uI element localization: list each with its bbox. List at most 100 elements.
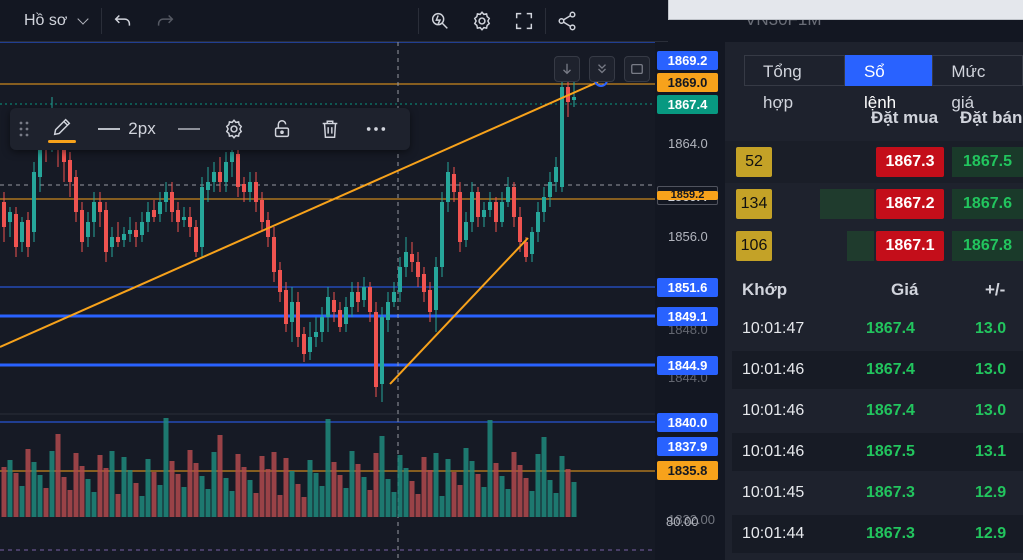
candle-body xyxy=(434,267,438,310)
delete-button[interactable] xyxy=(306,108,354,150)
candle-body xyxy=(506,187,510,202)
volume-bar xyxy=(457,485,463,517)
trade-time: 10:01:44 xyxy=(742,525,805,542)
grip-icon xyxy=(19,121,29,137)
volume-bar xyxy=(517,465,523,517)
redo-button[interactable] xyxy=(144,0,186,42)
volume-bar xyxy=(7,460,13,517)
profile-dropdown[interactable]: Hồ sơ xyxy=(0,0,101,42)
tab-order-book[interactable]: Sổ lệnh xyxy=(844,55,933,112)
line-color-button[interactable] xyxy=(38,108,86,150)
volume-bar xyxy=(319,486,325,517)
ask-price: 1867.8 xyxy=(952,231,1023,261)
candle-body xyxy=(536,212,540,232)
trade-time: 10:01:46 xyxy=(742,443,805,460)
gear-icon xyxy=(225,119,243,139)
trash-icon xyxy=(322,120,338,138)
volume-bar xyxy=(571,482,577,517)
candle-body xyxy=(458,192,462,242)
chevron-down-icon xyxy=(77,12,90,25)
settings-button[interactable] xyxy=(461,0,503,42)
volume-bar xyxy=(565,469,571,517)
orderbook-row[interactable]: 52 1867.3 1867.5 xyxy=(725,141,1023,183)
pen-color-swatch xyxy=(48,139,76,143)
candle-body xyxy=(404,252,408,267)
candle-body xyxy=(512,187,516,217)
candle-body xyxy=(452,174,456,192)
drag-handle[interactable] xyxy=(10,108,38,150)
fullscreen-icon xyxy=(516,12,533,29)
more-options-button[interactable] xyxy=(354,108,398,150)
pencil-icon xyxy=(53,118,71,135)
unlock-icon xyxy=(274,120,290,138)
volume-bar xyxy=(541,437,547,517)
trades-time-header: Khớp xyxy=(742,280,788,299)
trendline xyxy=(0,81,599,348)
candle-body xyxy=(356,292,360,302)
candle-body xyxy=(308,337,312,352)
magic-cursor-button[interactable] xyxy=(419,0,461,42)
ask-header: Đặt bán xyxy=(960,108,1023,127)
volume-bar xyxy=(151,472,157,517)
candle-body xyxy=(206,182,210,190)
volume-bar xyxy=(367,490,373,517)
maximize-pane-button[interactable] xyxy=(624,56,650,82)
volume-bar xyxy=(121,457,127,517)
candle-body xyxy=(530,232,534,254)
undo-button[interactable] xyxy=(102,0,144,42)
volume-bar xyxy=(169,461,175,517)
price-chart[interactable]: 2px 1864.0 1856.0 1848.0 1844.0 1832.00 … xyxy=(0,42,725,560)
candle-body xyxy=(410,254,414,262)
volume-bar xyxy=(325,419,331,517)
candle-body xyxy=(218,172,222,182)
volume-bar xyxy=(13,473,19,517)
volume-bar xyxy=(427,470,433,517)
candle-body xyxy=(338,310,342,327)
ask-price: 1867.6 xyxy=(952,189,1023,219)
bid-price: 1867.2 xyxy=(876,189,944,219)
candle-body xyxy=(86,222,90,237)
candle-body xyxy=(212,172,216,182)
candle-body xyxy=(116,237,120,242)
scroll-down-button[interactable] xyxy=(554,56,580,82)
volume-bar xyxy=(529,491,535,517)
candle-body xyxy=(560,87,564,187)
collapse-button[interactable] xyxy=(589,56,615,82)
drawing-settings-button[interactable] xyxy=(210,108,258,150)
volume-bar xyxy=(139,496,145,517)
volume-bar xyxy=(157,485,163,517)
price-label: 1840.0 xyxy=(657,413,718,432)
price-label: 1859.2 xyxy=(657,191,718,200)
tab-summary[interactable]: Tổng hợp xyxy=(744,55,845,112)
volume-bar xyxy=(229,491,235,517)
price-label: 1849.1 xyxy=(657,307,718,326)
volume-bar xyxy=(19,486,25,517)
line-style-button[interactable] xyxy=(168,108,210,150)
volume-bar xyxy=(259,456,265,517)
volume-bar xyxy=(511,452,517,517)
bid-volume: 52 xyxy=(736,147,772,177)
fullscreen-button[interactable] xyxy=(503,0,545,42)
trade-change: 12.9 xyxy=(975,525,1007,542)
volume-bar xyxy=(43,488,49,517)
tab-price-levels[interactable]: Mức giá xyxy=(932,55,1023,112)
arrow-down-icon xyxy=(563,63,571,75)
candle-body xyxy=(80,210,84,242)
volume-bar xyxy=(295,484,301,517)
candle-body xyxy=(392,292,396,302)
candle-body xyxy=(446,172,450,202)
candle-body xyxy=(188,217,192,227)
line-width-button[interactable]: 2px xyxy=(86,108,168,150)
trade-price: 1867.4 xyxy=(866,320,915,337)
share-button[interactable] xyxy=(546,0,588,42)
orderbook-row[interactable]: 106 1867.1 1867.8 xyxy=(725,225,1023,267)
trade-row: 10:01:44 1867.3 12.9 xyxy=(732,515,1023,553)
volume-bar xyxy=(67,490,73,517)
volume-bar xyxy=(289,471,295,517)
lock-button[interactable] xyxy=(258,108,306,150)
orderbook-row[interactable]: 134 1867.2 1867.6 xyxy=(725,183,1023,225)
volume-bar xyxy=(337,475,343,517)
candle-body xyxy=(416,262,420,277)
volume-bar xyxy=(499,476,505,517)
toolbar-divider xyxy=(418,7,420,34)
